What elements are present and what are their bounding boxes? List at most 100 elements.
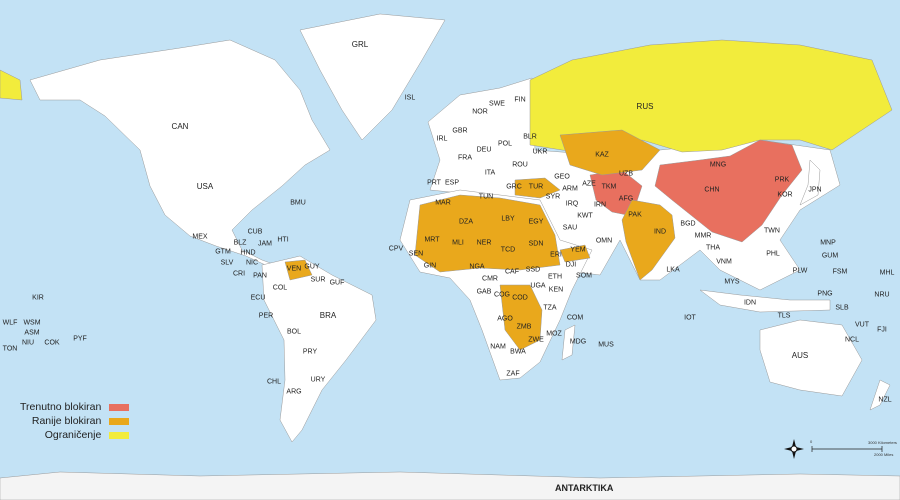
south-america (261, 255, 377, 443)
label-cok: COK (44, 339, 60, 347)
label-uga: UGA (530, 282, 546, 290)
label-ind: IND (653, 228, 667, 236)
legend-swatch-yellow (109, 431, 130, 439)
label-nga: NGA (469, 263, 485, 271)
label-arg: ARG (286, 388, 302, 396)
label-mli: MLI (452, 239, 464, 247)
label-pak: PAK (628, 211, 642, 219)
label-fin: FIN (514, 96, 526, 104)
label-irq: IRQ (565, 200, 579, 208)
label-cpv: CPV (388, 245, 404, 253)
label-tur: TUR (528, 183, 544, 191)
region-previous-south-asia (621, 199, 676, 281)
label-ner: NER (476, 239, 492, 247)
label-bra: BRA (319, 311, 337, 320)
label-isl: ISL (404, 94, 416, 102)
label-usa: USA (196, 182, 214, 191)
label-bmu: BMU (290, 199, 306, 207)
label-caf: CAF (505, 268, 519, 276)
scale-zero: 0 (810, 439, 813, 444)
label-kir: KIR (32, 294, 44, 302)
legend-label: Ograničenje (44, 429, 102, 441)
label-eri: ERI (550, 251, 562, 259)
label-nam: NAM (490, 343, 506, 351)
label-mus: MUS (598, 341, 614, 349)
label-iot: IOT (684, 314, 696, 322)
region-previous-turkey (514, 177, 561, 199)
scale-km-label: 3000 Kilometers (868, 440, 897, 445)
legend-label: Ranije blokiran (31, 415, 102, 427)
label-mar: MAR (435, 199, 451, 207)
label-slb: SLB (835, 304, 849, 312)
label-ita: ITA (484, 169, 496, 177)
japan (799, 159, 821, 206)
region-blocked-china (654, 139, 803, 243)
label-mnp: MNP (820, 239, 836, 247)
label-aus: AUS (791, 351, 809, 360)
label-egy: EGY (528, 218, 544, 226)
label-uzb: UZB (619, 170, 633, 178)
label-asm: ASM (24, 329, 40, 337)
label-mng: MNG (709, 161, 727, 169)
label-tls: TLS (777, 312, 791, 320)
label-com: COM (566, 314, 584, 322)
label-irl: IRL (436, 135, 448, 143)
label-nzl: NZL (878, 396, 892, 404)
label-irn: IRN (593, 201, 607, 209)
label-plw: PLW (792, 267, 808, 275)
label-mrt: MRT (424, 236, 440, 244)
label-vut: VUT (855, 321, 869, 329)
label-phl: PHL (766, 250, 780, 258)
label-tha: THA (706, 244, 720, 252)
label-mdg: MDG (569, 338, 587, 346)
label-geo: GEO (554, 173, 570, 181)
label-mhl: MHL (879, 269, 895, 277)
legend: Trenutno blokiran Ranije blokiran Ograni… (20, 400, 130, 442)
label-som: SOM (576, 272, 592, 280)
label-ago: AGO (497, 315, 513, 323)
label-fsm: FSM (832, 268, 848, 276)
antarctica (0, 471, 900, 500)
label-blr: BLR (523, 133, 537, 141)
label-kor: KOR (777, 191, 793, 199)
label-bgd: BGD (680, 220, 696, 228)
label-swe: SWE (489, 100, 505, 108)
label-cmr: CMR (482, 275, 498, 283)
label-eth: ETH (548, 273, 562, 281)
label-png: PNG (817, 290, 833, 298)
label-tcd: TCD (500, 246, 516, 254)
label-omn: OMN (595, 237, 613, 245)
label-jam: JAM (258, 240, 272, 248)
label-gin: GIN (423, 262, 437, 270)
label-pan: PAN (253, 272, 267, 280)
label-wlf: WLF (2, 319, 18, 327)
label-dza: DZA (459, 218, 473, 226)
label-slv: SLV (220, 259, 234, 267)
label-ury: URY (310, 376, 326, 384)
label-ecu: ECU (250, 294, 266, 302)
region-previous-venezuela (284, 259, 313, 281)
label-arm: ARM (562, 185, 578, 193)
label-fji: FJI (877, 326, 887, 334)
label-deu: DEU (476, 146, 492, 154)
label-ncl: NCL (844, 336, 860, 344)
indonesia (699, 289, 831, 313)
label-sdn: SDN (528, 240, 544, 248)
label-nru: NRU (874, 291, 890, 299)
label-chn: CHN (704, 186, 720, 194)
label-ssd: SSD (525, 266, 541, 274)
legend-item-currently-blocked: Trenutno blokiran (20, 400, 130, 414)
legend-swatch-orange (109, 417, 130, 425)
label-niu: NIU (21, 339, 35, 347)
label-guy: GUY (304, 263, 320, 271)
greenland (299, 13, 446, 141)
label-prk: PRK (774, 176, 790, 184)
label-per: PER (258, 312, 274, 320)
label-esp: ESP (444, 179, 460, 187)
label-vnm: VNM (716, 258, 732, 266)
label-rus: RUS (636, 102, 654, 111)
label-fra: FRA (458, 154, 472, 162)
region-restricted-alaska-edge (0, 69, 23, 101)
label-gum: GUM (821, 252, 839, 260)
label-lka: LKA (666, 266, 680, 274)
